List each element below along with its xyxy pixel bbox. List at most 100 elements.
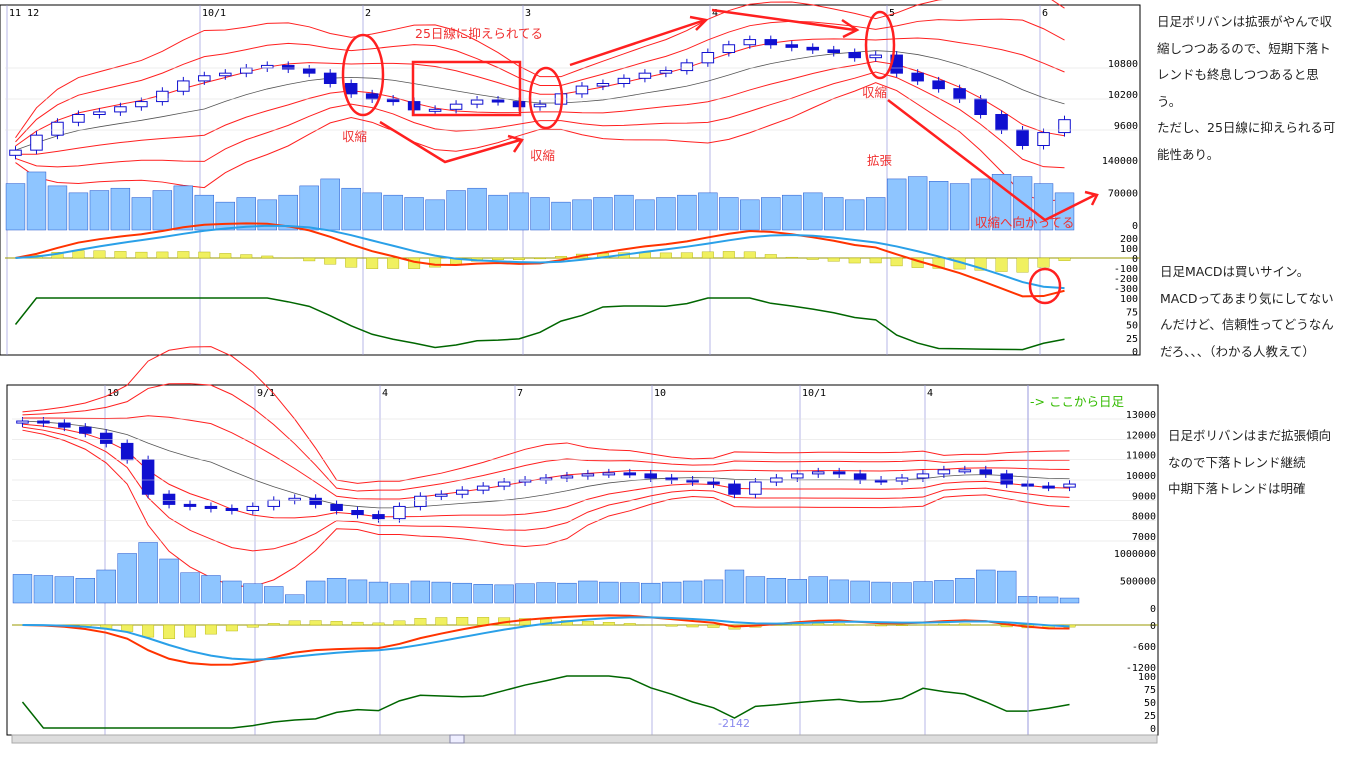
volume-bar (152, 190, 173, 231)
candle (853, 473, 867, 481)
macd-histogram-bar (680, 252, 693, 259)
volume-bar (494, 584, 514, 604)
macd-histogram-bar (330, 621, 343, 626)
price-tick-label: 11000 (1126, 451, 1156, 462)
volume-bar (724, 569, 745, 604)
price-tick-label: 10200 (1108, 90, 1138, 101)
volume-bar (173, 185, 194, 231)
macd-histogram-bar (184, 624, 196, 638)
volume-tick-label: 500000 (1120, 577, 1156, 588)
candle (455, 489, 469, 495)
moving-average-line (22, 420, 1070, 509)
x-tick-label: 7 (517, 388, 523, 399)
volume-bar (907, 176, 928, 231)
macd-tick-label: -200 (1114, 274, 1138, 285)
horizontal-scrollbar[interactable] (11, 734, 1158, 744)
volume-bar (614, 194, 634, 231)
annotation-daily-from-here: -> ここから日足 (1030, 394, 1124, 409)
annotation-shrink: 収縮 (862, 85, 888, 100)
x-tick-label: 4 (382, 388, 388, 399)
candle (722, 44, 736, 53)
candle (1042, 485, 1055, 489)
macd-histogram-bar (875, 624, 888, 627)
macd-histogram-bar (764, 254, 777, 259)
candle (386, 98, 400, 103)
macd-tick-label: 200 (1120, 234, 1138, 245)
note-line: んだけど、信頼性ってどうなん (1160, 317, 1334, 332)
candle (491, 99, 505, 103)
macd-histogram-bar (722, 251, 735, 259)
candle (246, 505, 260, 511)
candle (1037, 132, 1050, 146)
volume-bar (305, 580, 326, 604)
candle (560, 475, 574, 479)
price-tick-label: 10000 (1126, 471, 1156, 482)
volume-bar (341, 187, 361, 231)
candle (806, 46, 820, 51)
volume-bar (886, 178, 907, 231)
volume-bar (656, 197, 676, 231)
note-line: 日足ボリバンはまだ拡張傾向 (1168, 428, 1332, 443)
candle (198, 75, 211, 82)
volume-bar (446, 190, 466, 231)
macd-histogram-bar (785, 256, 798, 259)
macd-tick-label: 0 (1132, 254, 1138, 265)
candle (470, 99, 484, 105)
volume-bar (117, 553, 137, 604)
volume-bar (89, 190, 110, 231)
candle (344, 83, 358, 95)
volume-bar (320, 178, 340, 231)
macd-histogram-bar (848, 257, 861, 264)
candle (533, 103, 547, 108)
macd-tick-label: 0 (1150, 621, 1156, 632)
volume-bar (871, 581, 891, 604)
volume-bar (850, 580, 870, 604)
price-tick-label: 8000 (1132, 512, 1156, 523)
volume-bar (326, 578, 347, 604)
volume-tick-label: 70000 (1108, 189, 1138, 200)
volume-bar (362, 192, 382, 231)
macd-histogram-bar (414, 618, 427, 626)
rsi-tick-label: 100 (1138, 672, 1156, 683)
x-tick-label: 10/1 (202, 8, 226, 19)
macd-histogram-bar (581, 621, 594, 626)
macd-histogram-bar (366, 257, 379, 269)
macd-histogram-bar (534, 257, 546, 260)
candle (764, 39, 778, 46)
rsi-line (14, 297, 1065, 351)
volume-bar (572, 199, 592, 231)
macd-histogram-bar (393, 620, 406, 626)
volume-bar (12, 574, 33, 604)
candle (895, 477, 909, 482)
candle (1063, 483, 1076, 488)
volume-bar (75, 578, 95, 604)
macd-histogram-bar (1016, 257, 1029, 273)
volume-bar (138, 542, 158, 604)
volume-bar (285, 594, 305, 604)
candle (911, 72, 924, 82)
volume-bar (599, 581, 619, 604)
macd-histogram-bar (309, 620, 322, 626)
candle (869, 54, 882, 59)
annotation-arrow (379, 120, 524, 164)
macd-histogram-bar (1037, 257, 1050, 268)
volume-bar (383, 194, 403, 231)
volume-bar (299, 185, 319, 231)
candle (617, 77, 631, 85)
volume-bar (824, 197, 844, 231)
x-tick-label: 3 (525, 8, 531, 19)
macd-histogram-bar (456, 617, 469, 626)
candle (728, 483, 741, 495)
macd-tick-label: -100 (1114, 264, 1138, 275)
scrollbar-thumb[interactable] (449, 734, 465, 744)
macd-tick-label: -300 (1114, 284, 1138, 295)
rsi-tick-label: 50 (1126, 321, 1138, 332)
volume-bar (928, 181, 949, 231)
candle (114, 106, 127, 113)
macd-histogram-bar (869, 257, 882, 264)
volume-bar (26, 171, 47, 231)
macd-line (15, 222, 1065, 298)
note-line: 日足MACDは買いサイン。 (1160, 264, 1310, 279)
candle (135, 101, 148, 108)
bollinger-band-line (22, 383, 1070, 492)
